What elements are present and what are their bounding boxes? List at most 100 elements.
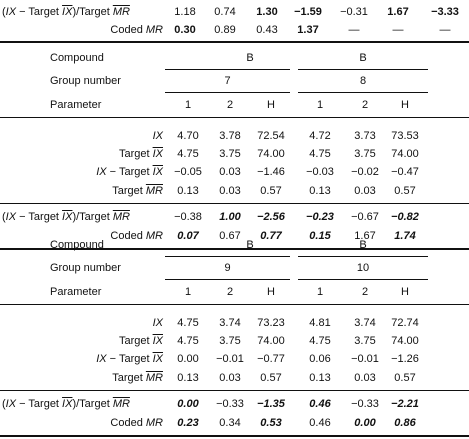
divider bbox=[0, 41, 469, 43]
divider bbox=[0, 203, 469, 204]
parameter-row: Parameter 1 2 H 1 2 H bbox=[0, 97, 469, 113]
row-label: IX − Target IX bbox=[96, 353, 163, 365]
table-cell: −0.05 bbox=[174, 166, 202, 178]
table-cell: 0.00 bbox=[177, 398, 199, 410]
table-cell: 4.72 bbox=[309, 130, 331, 142]
top-ratio-row: (IX − Target IX)/Target MR 1.18 0.74 1.3… bbox=[0, 4, 469, 20]
row-label: IX bbox=[152, 317, 163, 329]
table-cell: 74.00 bbox=[391, 148, 419, 160]
table-cell: 3.73 bbox=[354, 130, 376, 142]
table-cell: 0.03 bbox=[219, 166, 241, 178]
table-cell: 0.03 bbox=[354, 185, 376, 197]
table-cell: — bbox=[348, 24, 360, 36]
table-cell: 0.15 bbox=[309, 230, 331, 242]
table-cell: 0.13 bbox=[177, 372, 199, 384]
parameter-label: Parameter bbox=[50, 286, 102, 298]
table-cell: 0.00 bbox=[354, 417, 376, 429]
table-cell: −1.26 bbox=[391, 353, 419, 365]
row-label: Target IX bbox=[118, 148, 163, 160]
table-cell: 74.00 bbox=[391, 335, 419, 347]
group-value: 10 bbox=[356, 262, 370, 274]
row-label: (IX − Target IX)/Target MR bbox=[2, 398, 130, 410]
row-label: Target MR bbox=[112, 185, 163, 197]
table-cell: −0.33 bbox=[351, 398, 379, 410]
parameter-header: 2 bbox=[361, 99, 369, 111]
group-label: Group number bbox=[50, 262, 121, 274]
table-cell: −0.38 bbox=[174, 211, 202, 223]
divider bbox=[0, 248, 469, 250]
table-row: Target IX 4.75 3.75 74.00 4.75 3.75 74.00 bbox=[0, 146, 469, 162]
compound-row: Compound B B bbox=[0, 237, 469, 253]
group-value: 8 bbox=[359, 75, 367, 87]
divider bbox=[0, 117, 469, 118]
divider bbox=[0, 304, 469, 305]
table-cell: 3.75 bbox=[354, 148, 376, 160]
table-cell: 3.75 bbox=[219, 148, 241, 160]
divider bbox=[165, 69, 290, 70]
table-cell: 72.74 bbox=[391, 317, 419, 329]
table-cell: 0.43 bbox=[256, 24, 278, 36]
table-cell: 0.13 bbox=[177, 185, 199, 197]
parameter-header: 2 bbox=[361, 286, 369, 298]
parameter-header: H bbox=[267, 99, 275, 111]
table-cell: 3.78 bbox=[219, 130, 241, 142]
table-cell: 0.57 bbox=[260, 372, 282, 384]
table-cell: 0.67 bbox=[219, 230, 241, 242]
row-label: Coded MR bbox=[110, 230, 163, 242]
table-row: Target MR 0.13 0.03 0.57 0.13 0.03 0.57 bbox=[0, 183, 469, 199]
table-cell: −0.01 bbox=[216, 353, 244, 365]
divider bbox=[298, 69, 428, 70]
compound-value: B bbox=[246, 239, 254, 251]
table-cell: 1.67 bbox=[354, 230, 376, 242]
table-cell: −0.67 bbox=[351, 211, 379, 223]
parameter-header: 1 bbox=[184, 286, 192, 298]
table-row: Coded MR 0.23 0.34 0.53 0.46 0.00 0.86 bbox=[0, 415, 469, 431]
table-cell: −1.35 bbox=[257, 398, 285, 410]
table-cell: 73.23 bbox=[257, 317, 285, 329]
table-cell: 0.86 bbox=[394, 417, 416, 429]
compound-value: B bbox=[359, 239, 367, 251]
table-cell: 0.13 bbox=[309, 185, 331, 197]
table-cell: 0.57 bbox=[394, 185, 416, 197]
row-label: Coded MR bbox=[110, 417, 163, 429]
compound-label: Compound bbox=[50, 239, 104, 251]
table-cell: — bbox=[392, 24, 404, 36]
table-cell: −3.33 bbox=[431, 6, 459, 18]
table-cell: 3.75 bbox=[219, 335, 241, 347]
top-coded-row: Coded MR 0.30 0.89 0.43 1.37 — — — bbox=[0, 22, 469, 38]
table-cell: 4.75 bbox=[309, 148, 331, 160]
parameter-header: 1 bbox=[316, 286, 324, 298]
table-cell: 1.30 bbox=[256, 6, 278, 18]
parameter-header: H bbox=[401, 286, 409, 298]
compound-label: Compound bbox=[50, 52, 104, 64]
table-cell: 0.57 bbox=[394, 372, 416, 384]
table-cell: 1.67 bbox=[387, 6, 409, 18]
table-row: Target MR 0.13 0.03 0.57 0.13 0.03 0.57 bbox=[0, 370, 469, 386]
divider bbox=[0, 390, 469, 391]
table-cell: 1.74 bbox=[394, 230, 416, 242]
table-row: (IX − Target IX)/Target MR −0.38 1.00 −2.56… bbox=[0, 209, 469, 225]
table-row: IX 4.75 3.74 73.23 4.81 3.74 72.74 bbox=[0, 315, 469, 331]
divider bbox=[165, 92, 290, 93]
table-cell: 0.03 bbox=[354, 372, 376, 384]
divider bbox=[298, 92, 428, 93]
ratio-row-label: (IX − Target IX)/Target MR bbox=[2, 6, 130, 18]
table-cell: 4.75 bbox=[309, 335, 331, 347]
table-row: IX − Target IX −0.05 0.03 −1.46 −0.03 −0.02 −0… bbox=[0, 164, 469, 180]
table-cell: 0.23 bbox=[177, 417, 199, 429]
parameter-header: 2 bbox=[226, 286, 234, 298]
table-cell: 72.54 bbox=[257, 130, 285, 142]
table-cell: −0.23 bbox=[306, 211, 334, 223]
table-cell: 4.70 bbox=[177, 130, 199, 142]
parameter-header: H bbox=[401, 99, 409, 111]
table-cell: 0.34 bbox=[219, 417, 241, 429]
table-cell: 0.77 bbox=[260, 230, 282, 242]
table-cell: −1.59 bbox=[294, 6, 322, 18]
table-cell: 73.53 bbox=[391, 130, 419, 142]
parameter-header: H bbox=[267, 286, 275, 298]
row-label: Target MR bbox=[112, 372, 163, 384]
row-label: IX − Target IX bbox=[96, 166, 163, 178]
table-cell: 3.74 bbox=[219, 317, 241, 329]
table-cell: 0.03 bbox=[219, 372, 241, 384]
